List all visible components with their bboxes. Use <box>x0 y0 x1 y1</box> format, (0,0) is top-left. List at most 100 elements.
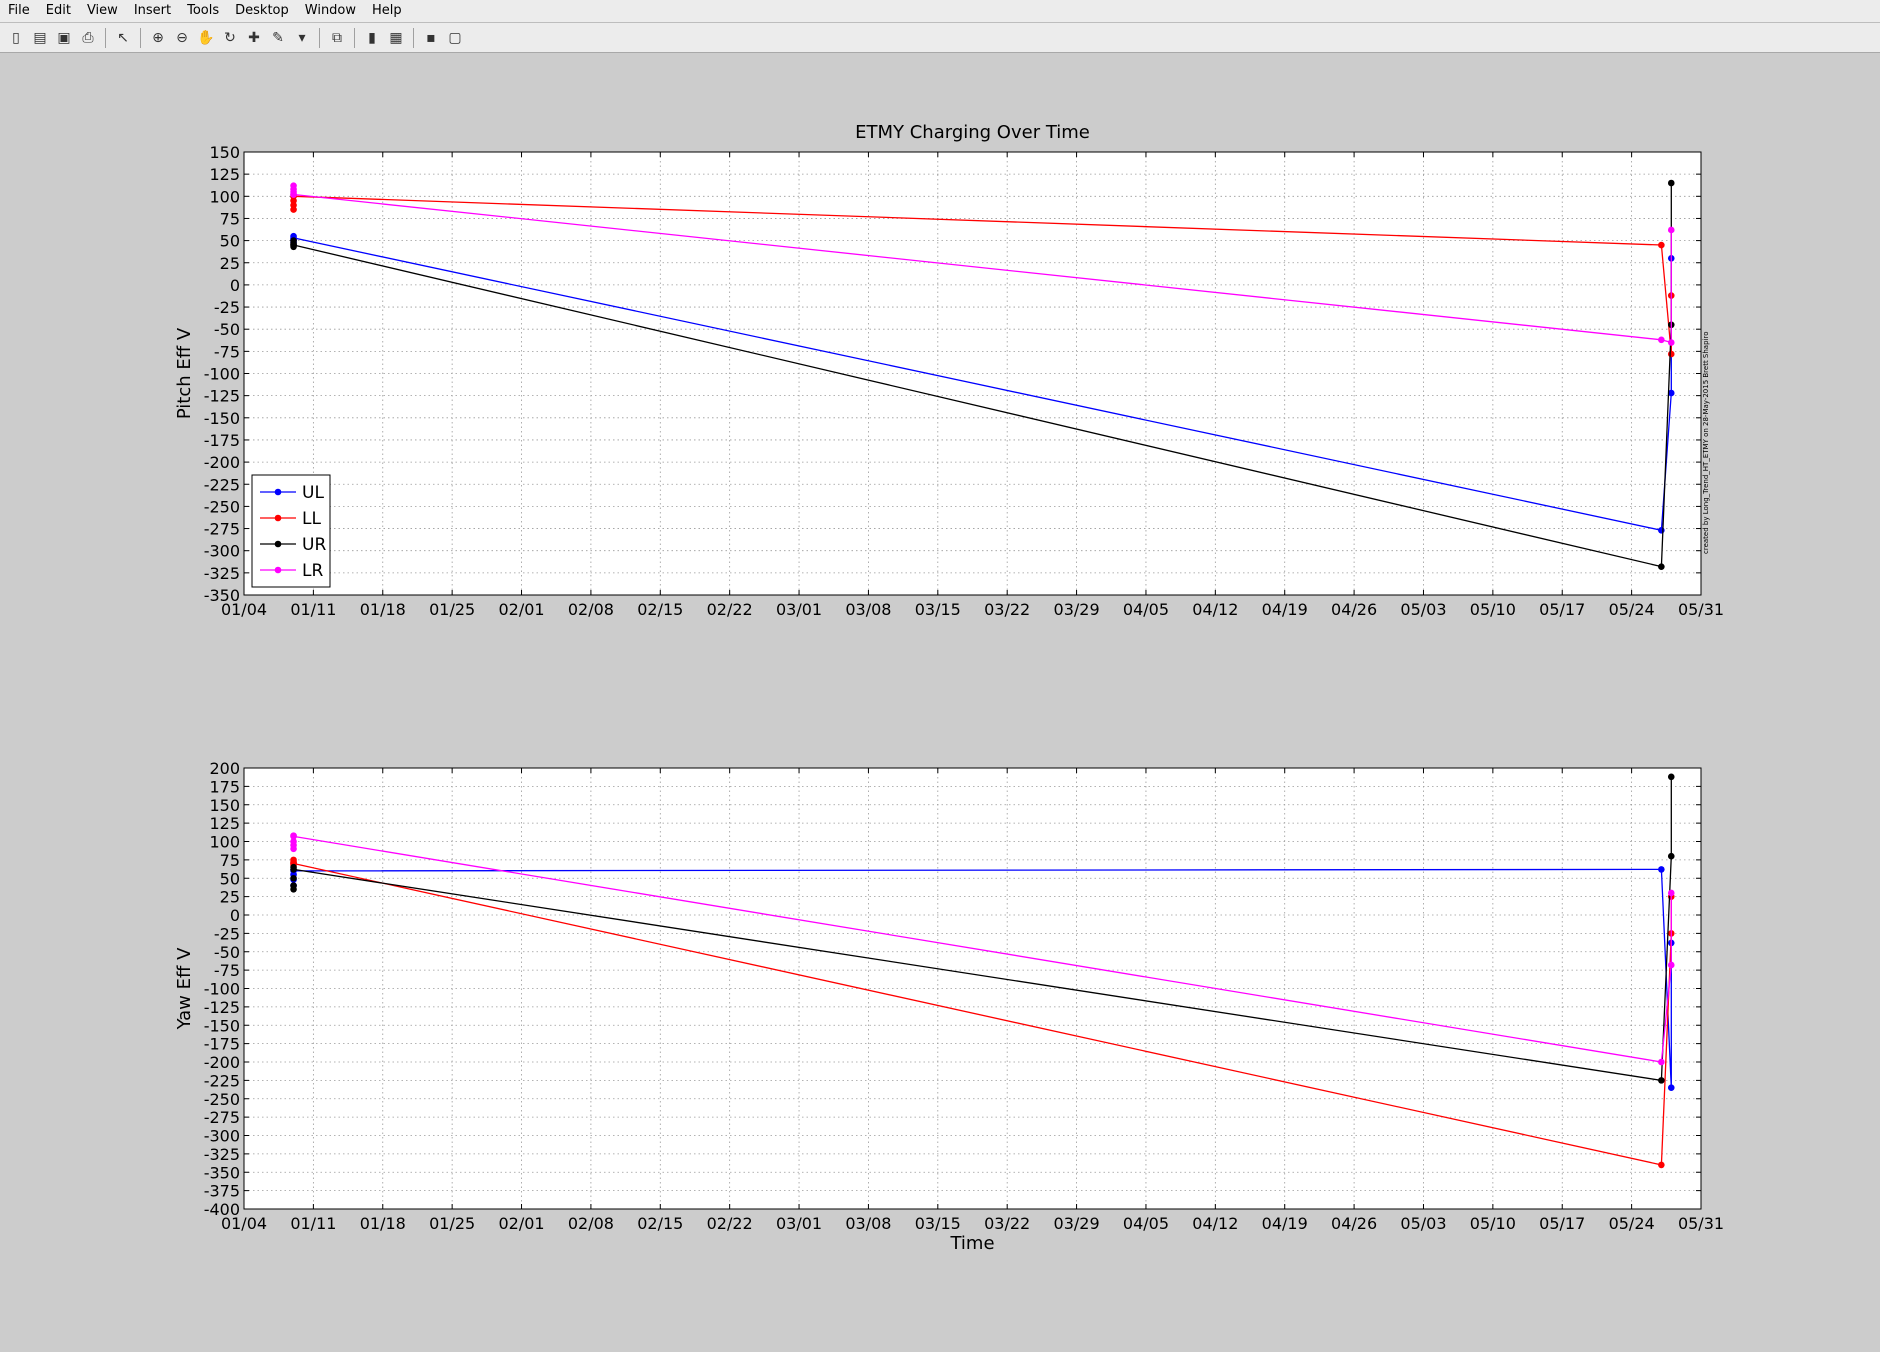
print-icon[interactable]: ⎙ <box>82 29 94 46</box>
show-plot-tools-icon[interactable]: ▢ <box>448 29 462 46</box>
y-tick-label: -225 <box>204 1071 240 1090</box>
x-tick-label: 03/22 <box>984 600 1030 619</box>
y-tick-label: -125 <box>204 998 240 1017</box>
x-tick-label: 02/15 <box>637 600 683 619</box>
x-tick-label: 04/19 <box>1262 1214 1308 1233</box>
x-tick-label: 01/25 <box>429 600 475 619</box>
x-tick-label: 04/26 <box>1331 600 1377 619</box>
y-tick-label: -375 <box>204 1182 240 1201</box>
x-tick-label: 03/15 <box>915 600 961 619</box>
new-figure-icon[interactable]: ▯ <box>12 29 20 46</box>
toolbar-separator <box>354 27 355 48</box>
x-tick-label: 01/25 <box>429 1214 475 1233</box>
zoom-out-icon[interactable]: ⊖ <box>176 29 188 46</box>
rotate-3d-icon[interactable]: ↻ <box>224 29 236 46</box>
y-tick-label: 75 <box>220 851 240 870</box>
figure-toolbar: ▯ ▤ ▣ ⎙ ↖ ⊕ ⊖ ✋ ↻ ✚ ✎ ▾ ⧉ ▮ ▦ ▪ ▢ <box>0 23 1880 53</box>
legend-marker <box>274 566 282 574</box>
open-file-icon[interactable]: ▤ <box>33 29 47 46</box>
x-tick-label: 05/03 <box>1400 600 1446 619</box>
y-tick-label: -200 <box>204 1053 240 1072</box>
colorbar-icon[interactable]: ▮ <box>368 29 376 46</box>
y-tick-label: 125 <box>209 814 240 833</box>
chart-title: ETMY Charging Over Time <box>855 122 1090 143</box>
menu-insert[interactable]: Insert <box>133 3 172 18</box>
y-tick-label: -300 <box>204 1127 240 1146</box>
legend[interactable]: UL LL UR LR <box>251 474 331 588</box>
legend-icon[interactable]: ▦ <box>389 29 403 46</box>
x-tick-label: 05/17 <box>1539 1214 1585 1233</box>
menu-desktop[interactable]: Desktop <box>235 3 289 18</box>
y-tick-label: 125 <box>209 165 240 184</box>
y-tick-label: -100 <box>204 980 240 999</box>
y-tick-label: -150 <box>204 1016 240 1035</box>
data-point <box>1667 179 1675 187</box>
y-tick-label: -350 <box>204 1163 240 1182</box>
y-tick-label: -175 <box>204 431 240 450</box>
x-tick-label: 05/17 <box>1539 600 1585 619</box>
series-line-ur <box>293 776 1672 1082</box>
dropdown-arrow-icon[interactable]: ▾ <box>298 29 306 46</box>
data-point <box>1658 866 1665 873</box>
y-tick-label: 25 <box>220 254 240 273</box>
y-tick-label: 100 <box>209 833 240 852</box>
data-point <box>290 863 297 871</box>
data-point <box>290 874 297 882</box>
menu-help[interactable]: Help <box>372 3 402 18</box>
x-tick-label: 05/24 <box>1609 600 1655 619</box>
x-axis-label: Time <box>949 1233 994 1254</box>
yaw-axes: 2001751501251007550250-25-50-75-100-125-… <box>174 759 1724 1254</box>
link-plot-icon[interactable]: ⧉ <box>332 29 342 46</box>
y-tick-label: -250 <box>204 497 240 516</box>
hide-plot-tools-icon[interactable]: ▪ <box>426 29 436 46</box>
y-tick-label: 75 <box>220 209 240 228</box>
x-tick-label: 01/18 <box>360 600 406 619</box>
y-tick-label: 150 <box>209 143 240 162</box>
legend-label-ul: UL <box>302 483 324 503</box>
menu-edit[interactable]: Edit <box>45 3 71 18</box>
menu-window[interactable]: Window <box>304 3 357 18</box>
data-cursor-icon[interactable]: ✚ <box>248 29 260 46</box>
y-tick-label: 0 <box>230 276 240 295</box>
data-point <box>1658 1161 1665 1169</box>
legend-marker <box>274 488 282 496</box>
x-tick-label: 04/19 <box>1262 600 1308 619</box>
toolbar-separator <box>140 27 141 48</box>
y-tick-label: -25 <box>214 298 240 317</box>
menu-tools[interactable]: Tools <box>187 3 220 18</box>
data-point <box>1658 241 1665 249</box>
brush-icon[interactable]: ✎ <box>272 29 284 46</box>
menu-bar: File Edit View Insert Tools Desktop Window Help <box>0 0 1880 23</box>
save-icon[interactable]: ▣ <box>57 29 71 46</box>
data-point <box>1667 852 1675 860</box>
data-point <box>1658 527 1665 534</box>
y-tick-label: 50 <box>220 232 240 251</box>
y-tick-label: -350 <box>204 586 240 605</box>
series-lr <box>290 832 1675 1066</box>
y-tick-label: -175 <box>204 1035 240 1054</box>
menu-view[interactable]: View <box>86 3 118 18</box>
toolbar-separator <box>319 27 320 48</box>
y-tick-label: -50 <box>214 320 240 339</box>
x-tick-label: 01/18 <box>360 1214 406 1233</box>
toolbar-separator <box>105 27 106 48</box>
y-axis-label: Pitch Eff V <box>174 327 195 419</box>
data-point <box>290 243 297 251</box>
legend-marker <box>274 514 282 522</box>
y-tick-label: 25 <box>220 888 240 907</box>
legend-label-ur: UR <box>302 535 326 555</box>
y-tick-label: -275 <box>204 1108 240 1127</box>
series-lr <box>290 182 1675 346</box>
select-arrow-icon[interactable]: ↖ <box>117 29 129 46</box>
axes-box <box>243 151 1702 596</box>
y-axis-label: Yaw Eff V <box>174 947 195 1030</box>
x-tick-label: 05/31 <box>1678 600 1724 619</box>
plot-area <box>244 152 1701 595</box>
x-tick-label: 03/01 <box>776 1214 822 1233</box>
data-point <box>1667 773 1675 781</box>
zoom-in-icon[interactable]: ⊕ <box>152 29 164 46</box>
series-ur <box>290 773 1675 1084</box>
menu-file[interactable]: File <box>8 3 30 18</box>
x-tick-label: 02/15 <box>637 1214 683 1233</box>
pan-hand-icon[interactable]: ✋ <box>197 29 215 46</box>
